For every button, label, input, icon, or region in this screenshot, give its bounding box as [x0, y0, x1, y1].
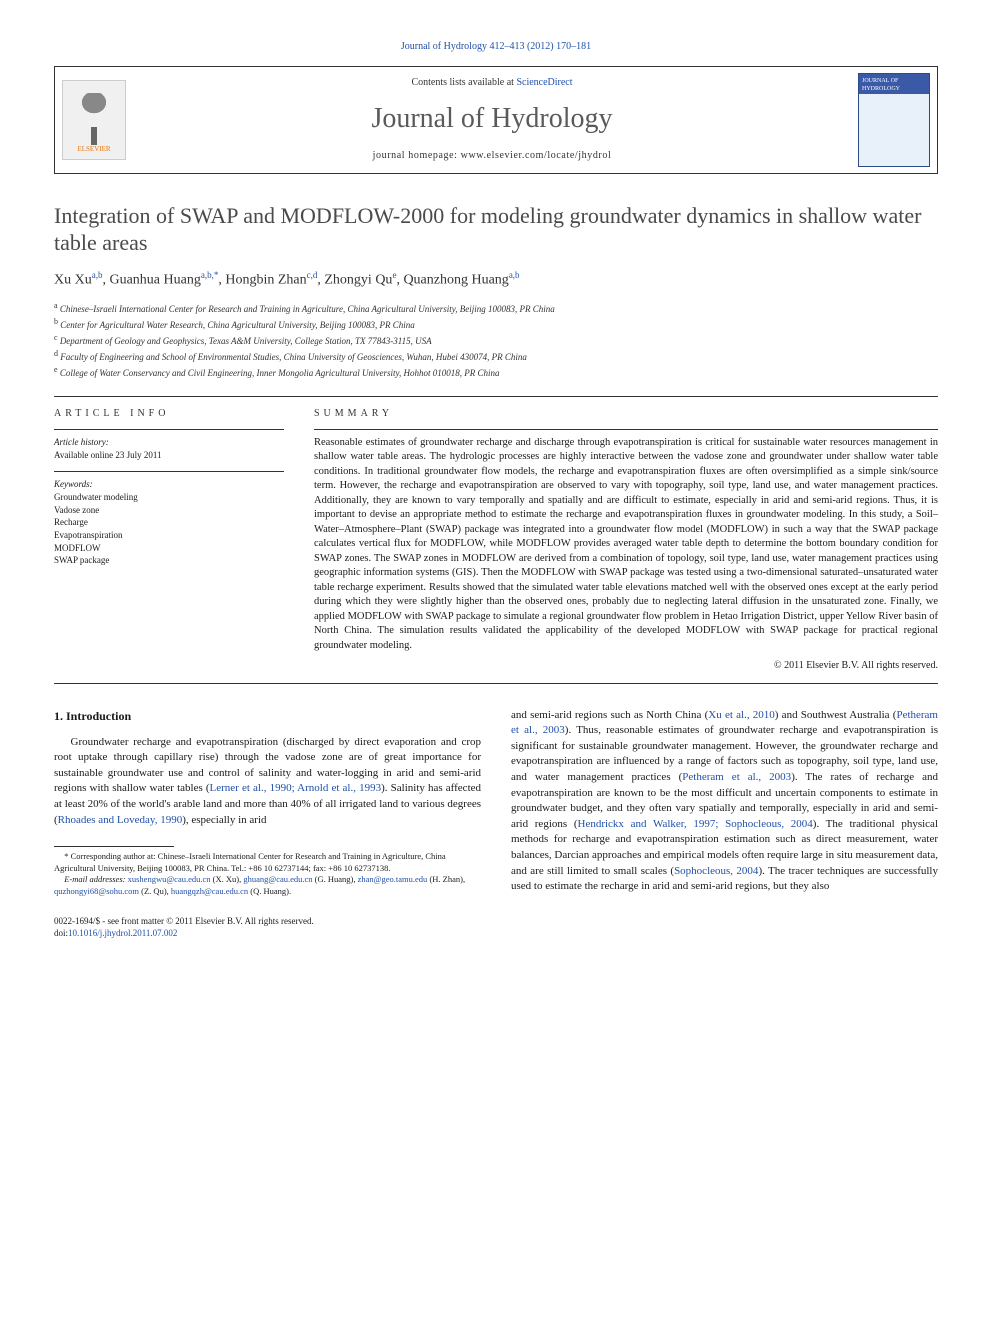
doi-label: doi:: [54, 928, 68, 938]
ref-hendrickx-sophocleous[interactable]: Hendrickx and Walker, 1997; Sophocleous,…: [578, 818, 813, 830]
article-info: ARTICLE INFO Article history: Available …: [54, 407, 284, 672]
cover-cell: JOURNAL OF HYDROLOGY: [851, 67, 937, 173]
email-n1: (X. Xu),: [211, 874, 244, 884]
ref-petheram-2[interactable]: Petheram et al., 2003: [682, 771, 791, 783]
emails-label: E-mail addresses:: [64, 874, 125, 884]
keyword-1: Groundwater modeling: [54, 491, 284, 504]
keywords-head: Keywords:: [54, 478, 284, 490]
affil-e: College of Water Conservancy and Civil E…: [60, 368, 500, 378]
column-right: and semi-arid regions such as North Chin…: [511, 708, 938, 898]
cover-label: JOURNAL OF HYDROLOGY: [862, 78, 900, 92]
keyword-2: Vadose zone: [54, 504, 284, 517]
ref-lerner-arnold[interactable]: Lerner et al., 1990; Arnold et al., 1993: [210, 782, 382, 794]
contents-prefix: Contents lists available at: [411, 77, 516, 88]
email-n4: (Z. Qu),: [139, 886, 171, 896]
author-4-aff: e: [392, 270, 396, 280]
article-info-head: ARTICLE INFO: [54, 407, 284, 421]
intro-paragraph-left: Groundwater recharge and evapotranspirat…: [54, 735, 481, 829]
author-2-aff: a,b,*: [201, 270, 219, 280]
author-4: Zhongyi Qu: [324, 272, 392, 287]
summary-text: Reasonable estimates of groundwater rech…: [314, 436, 938, 653]
journal-reference: Journal of Hydrology 412–413 (2012) 170–…: [54, 40, 938, 54]
footer-left: 0022-1694/$ - see front matter © 2011 El…: [54, 915, 314, 939]
affil-b: Center for Agricultural Water Research, …: [60, 320, 414, 330]
email-huang-q[interactable]: huangqzh@cau.edu.cn: [171, 886, 248, 896]
journal-title: Journal of Hydrology: [371, 100, 612, 138]
author-3-aff: c,d: [307, 270, 318, 280]
summary-head: SUMMARY: [314, 407, 938, 421]
intro-left-c: ), especially in arid: [182, 814, 266, 826]
intro-right-a: and semi-arid regions such as North Chin…: [511, 709, 708, 721]
footnote-separator: [54, 846, 174, 847]
elsevier-tree-icon: [72, 93, 116, 145]
divider-top: [54, 396, 938, 397]
elsevier-logo: ELSEVIER: [62, 80, 126, 160]
email-qu[interactable]: quzhongyi68@sohu.com: [54, 886, 139, 896]
intro-right-b: ) and Southwest Australia (: [775, 709, 897, 721]
email-n3: (H. Zhan),: [427, 874, 465, 884]
affiliations: a Chinese–Israeli International Center f…: [54, 300, 938, 380]
journal-homepage: journal homepage: www.elsevier.com/locat…: [373, 149, 612, 163]
sciencedirect-link[interactable]: ScienceDirect: [516, 77, 572, 88]
author-1-aff: a,b: [92, 270, 103, 280]
body-columns: 1. Introduction Groundwater recharge and…: [54, 708, 938, 898]
column-left: 1. Introduction Groundwater recharge and…: [54, 708, 481, 898]
author-5: Quanzhong Huang: [403, 272, 508, 287]
affil-d: Faculty of Engineering and School of Env…: [60, 352, 527, 362]
history-value: Available online 23 July 2011: [54, 449, 284, 461]
ref-xu2010[interactable]: Xu et al., 2010: [708, 709, 775, 721]
author-list: Xu Xua,b, Guanhua Huanga,b,*, Hongbin Zh…: [54, 269, 938, 291]
email-n2: (G. Huang),: [313, 874, 358, 884]
ref-sophocleous-2004[interactable]: Sophocleous, 2004: [674, 865, 758, 877]
email-zhan[interactable]: zhan@geo.tamu.edu: [358, 874, 428, 884]
email-n5: (Q. Huang).: [248, 886, 291, 896]
intro-heading: 1. Introduction: [54, 708, 481, 725]
contents-line: Contents lists available at ScienceDirec…: [411, 76, 572, 90]
keyword-6: SWAP package: [54, 554, 284, 567]
page-footer: 0022-1694/$ - see front matter © 2011 El…: [54, 915, 938, 939]
author-5-aff: a,b: [509, 270, 520, 280]
elsevier-logo-cell: ELSEVIER: [55, 67, 133, 173]
doi-value[interactable]: 10.1016/j.jhydrol.2011.07.002: [68, 928, 177, 938]
author-1: Xu Xu: [54, 272, 92, 287]
ref-rhoades[interactable]: Rhoades and Loveday, 1990: [58, 814, 183, 826]
copyright: © 2011 Elsevier B.V. All rights reserved…: [314, 659, 938, 673]
email-xu[interactable]: xushengwu@cau.edu.cn: [128, 874, 211, 884]
intro-paragraph-right: and semi-arid regions such as North Chin…: [511, 708, 938, 895]
affil-a: Chinese–Israeli International Center for…: [60, 304, 555, 314]
footnote: * Corresponding author at: Chinese–Israe…: [54, 851, 481, 897]
affil-c: Department of Geology and Geophysics, Te…: [60, 336, 432, 346]
history-head: Article history:: [54, 436, 284, 448]
article-title: Integration of SWAP and MODFLOW-2000 for…: [54, 202, 938, 257]
cover-thumbnail: JOURNAL OF HYDROLOGY: [858, 73, 930, 167]
keyword-3: Recharge: [54, 516, 284, 529]
issn-line: 0022-1694/$ - see front matter © 2011 El…: [54, 915, 314, 927]
divider-bottom: [54, 683, 938, 684]
summary-block: SUMMARY Reasonable estimates of groundwa…: [314, 407, 938, 672]
elsevier-label: ELSEVIER: [77, 145, 110, 154]
email-huang-g[interactable]: ghuang@cau.edu.cn: [243, 874, 312, 884]
keyword-4: Evapotranspiration: [54, 529, 284, 542]
meta-row: ARTICLE INFO Article history: Available …: [54, 407, 938, 672]
author-2: Guanhua Huang: [109, 272, 200, 287]
header-center: Contents lists available at ScienceDirec…: [133, 67, 851, 173]
keyword-5: MODFLOW: [54, 542, 284, 555]
corresponding-author: * Corresponding author at: Chinese–Israe…: [54, 851, 481, 874]
journal-header-box: ELSEVIER Contents lists available at Sci…: [54, 66, 938, 174]
author-3: Hongbin Zhan: [225, 272, 306, 287]
